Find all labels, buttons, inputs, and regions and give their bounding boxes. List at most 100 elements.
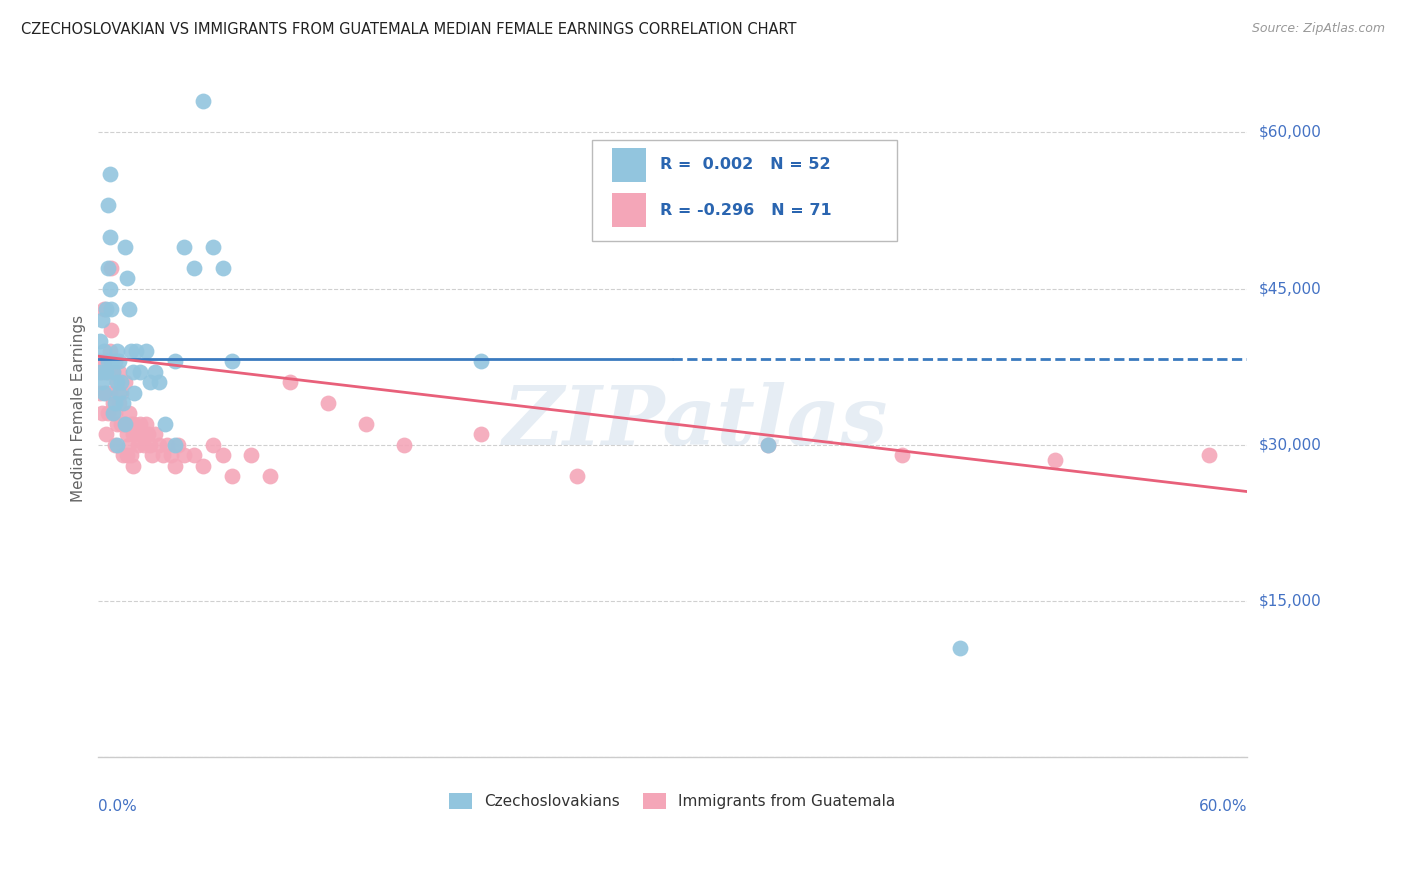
Point — [105, 376, 128, 390]
Point — [183, 260, 205, 275]
Point — [93, 354, 115, 368]
Point — [97, 198, 120, 212]
Point — [139, 438, 162, 452]
Point — [105, 417, 128, 431]
Point — [201, 438, 224, 452]
Point — [89, 334, 111, 348]
Point — [108, 354, 131, 368]
Point — [115, 427, 138, 442]
Point — [121, 458, 143, 473]
Point — [97, 407, 120, 421]
Point — [90, 313, 112, 327]
Point — [121, 365, 143, 379]
Point — [148, 438, 170, 452]
Point — [111, 396, 134, 410]
Point — [124, 417, 146, 431]
Point — [97, 354, 120, 368]
Point — [131, 427, 153, 442]
Point — [193, 458, 215, 473]
Point — [93, 344, 115, 359]
Point — [163, 458, 186, 473]
Point — [278, 376, 301, 390]
Point — [115, 448, 138, 462]
Point — [110, 417, 132, 431]
Point — [105, 376, 128, 390]
Point — [104, 354, 127, 368]
Point — [98, 282, 121, 296]
Point — [316, 396, 339, 410]
Point — [90, 407, 112, 421]
Point — [108, 385, 131, 400]
Y-axis label: Median Female Earnings: Median Female Earnings — [72, 315, 86, 502]
Point — [470, 427, 492, 442]
Text: 0.0%: 0.0% — [98, 799, 136, 814]
Point — [104, 396, 127, 410]
Point — [120, 417, 142, 431]
Point — [89, 385, 111, 400]
Point — [125, 427, 148, 442]
Point — [221, 354, 243, 368]
Point — [173, 448, 195, 462]
Point — [98, 229, 121, 244]
Point — [891, 448, 914, 462]
Point — [136, 427, 159, 442]
FancyBboxPatch shape — [592, 140, 897, 241]
Point — [110, 385, 132, 400]
Point — [108, 396, 131, 410]
Point — [354, 417, 377, 431]
Point — [129, 365, 152, 379]
Point — [141, 448, 163, 462]
Text: $45,000: $45,000 — [1258, 281, 1322, 296]
Point — [1045, 453, 1067, 467]
Point — [127, 438, 149, 452]
Point — [103, 365, 125, 379]
Point — [93, 302, 115, 317]
Point — [98, 385, 121, 400]
Point — [139, 376, 162, 390]
Legend: Czechoslovakians, Immigrants from Guatemala: Czechoslovakians, Immigrants from Guatem… — [443, 788, 901, 815]
Text: $30,000: $30,000 — [1258, 437, 1322, 452]
Text: Source: ZipAtlas.com: Source: ZipAtlas.com — [1251, 22, 1385, 36]
Point — [129, 417, 152, 431]
Bar — [612, 194, 647, 227]
Point — [110, 376, 132, 390]
Point — [93, 385, 115, 400]
Point — [89, 354, 111, 368]
Point — [132, 438, 155, 452]
Point — [114, 240, 136, 254]
Point — [100, 354, 122, 368]
Text: R =  0.002   N = 52: R = 0.002 N = 52 — [659, 157, 831, 172]
Point — [103, 365, 125, 379]
Point — [100, 260, 122, 275]
Point — [103, 396, 125, 410]
Point — [104, 438, 127, 452]
Text: $60,000: $60,000 — [1258, 125, 1322, 140]
Point — [394, 438, 416, 452]
Point — [111, 448, 134, 462]
Point — [94, 385, 117, 400]
Point — [120, 448, 142, 462]
Point — [94, 302, 117, 317]
Point — [115, 271, 138, 285]
Point — [94, 365, 117, 379]
Text: ZIPatlas: ZIPatlas — [503, 382, 889, 462]
Point — [167, 438, 190, 452]
Point — [114, 417, 136, 431]
Point — [118, 302, 141, 317]
Point — [97, 260, 120, 275]
Text: R = -0.296   N = 71: R = -0.296 N = 71 — [659, 202, 831, 218]
Point — [97, 365, 120, 379]
Point — [125, 344, 148, 359]
Point — [159, 448, 181, 462]
Point — [183, 448, 205, 462]
Point — [90, 365, 112, 379]
Point — [90, 376, 112, 390]
Point — [114, 417, 136, 431]
Text: CZECHOSLOVAKIAN VS IMMIGRANTS FROM GUATEMALA MEDIAN FEMALE EARNINGS CORRELATION : CZECHOSLOVAKIAN VS IMMIGRANTS FROM GUATE… — [21, 22, 797, 37]
Point — [173, 240, 195, 254]
Point — [152, 448, 174, 462]
Point — [153, 417, 176, 431]
Point — [156, 438, 179, 452]
Point — [103, 407, 125, 421]
Text: 60.0%: 60.0% — [1198, 799, 1247, 814]
